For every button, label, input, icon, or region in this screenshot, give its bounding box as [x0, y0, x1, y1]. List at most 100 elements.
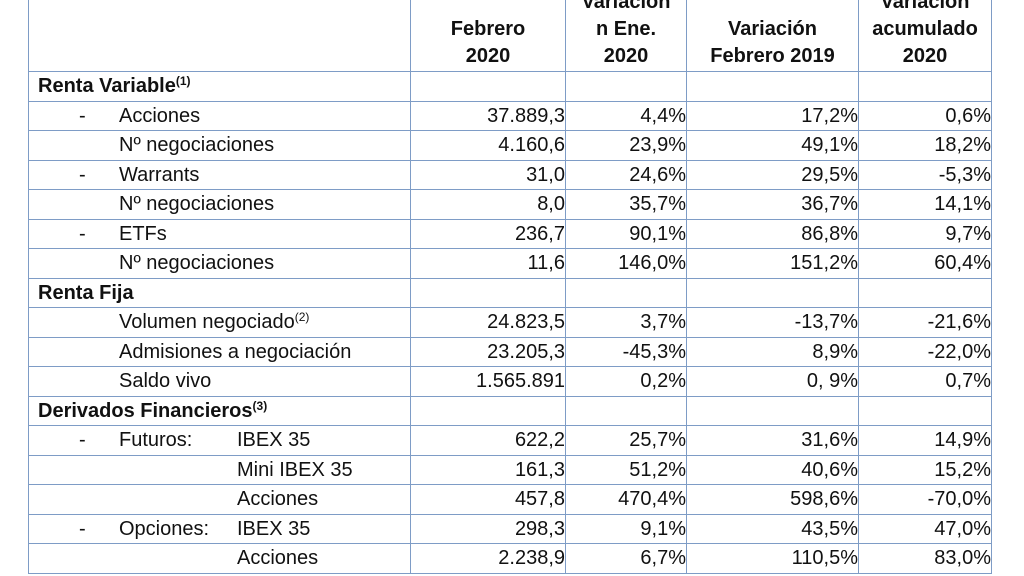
header-variacion-enero: Variación n Ene. 2020 — [565, 0, 687, 72]
header-line: Variación — [581, 0, 671, 13]
footnote-marker: (1) — [175, 74, 191, 88]
value-variacion-enero: 51,2% — [565, 454, 687, 485]
empty-cell — [410, 277, 566, 308]
table-row-opciones-ibex: - Opciones: IBEX 35 298,3 9,1% 43,5% 47,… — [28, 513, 992, 544]
table-row-warrants: - Warrants 31,0 24,6% 29,5% -5,3% — [28, 159, 992, 190]
row-label: Warrants — [119, 163, 200, 186]
header-line: Febrero — [450, 18, 526, 40]
header-variacion-febrero-2019: Variación Febrero 2019 — [686, 0, 859, 72]
table-row-futuros-ibex: - Futuros: IBEX 35 622,2 25,7% 31,6% 14,… — [28, 425, 992, 456]
value-variacion-acumulado: 60,4% — [858, 248, 992, 279]
row-label-cell: Mini IBEX 35 — [28, 454, 411, 485]
section-label-cell: Renta Variable(1) — [28, 71, 411, 102]
value-variacion-febrero-2019: 0, 9% — [686, 366, 859, 397]
table-row-futuros-acciones: Acciones 457,8 470,4% 598,6% -70,0% — [28, 484, 992, 515]
value-variacion-febrero-2019: 49,1% — [686, 130, 859, 161]
row-label: Acciones — [237, 488, 319, 510]
value-febrero-2020: 236,7 — [410, 218, 566, 249]
section-label-cell: Renta Fija — [28, 277, 411, 308]
value-febrero-2020: 23.205,3 — [410, 336, 566, 367]
value-variacion-acumulado: 15,2% — [858, 454, 992, 485]
value-febrero-2020: 161,3 — [410, 454, 566, 485]
value-variacion-febrero-2019: 43,5% — [686, 513, 859, 544]
group-label: Futuros: — [119, 429, 193, 451]
header-variacion-acumulado: Variación acumulado 2020 — [858, 0, 992, 72]
row-label: Nº negociaciones — [119, 193, 275, 215]
section-label-cell: Derivados Financieros(3) — [28, 395, 411, 426]
empty-cell — [565, 71, 687, 102]
value-variacion-acumulado: 18,2% — [858, 130, 992, 161]
row-label: Nº negociaciones — [119, 252, 275, 274]
empty-cell — [858, 395, 992, 426]
value-febrero-2020: 8,0 — [410, 189, 566, 220]
value-variacion-acumulado: 0,6% — [858, 100, 992, 131]
section-row-renta-fija: Renta Fija — [28, 277, 992, 308]
header-line: Variación — [880, 0, 970, 13]
empty-cell — [565, 395, 687, 426]
bullet-dash: - — [79, 104, 86, 127]
row-label: IBEX 35 — [237, 429, 311, 451]
value-febrero-2020: 622,2 — [410, 425, 566, 456]
section-title-text: Renta Variable — [38, 75, 176, 97]
value-variacion-febrero-2019: 36,7% — [686, 189, 859, 220]
row-label-cell: Acciones — [28, 543, 411, 574]
table-row-acciones-negociaciones: Nº negociaciones 4.160,6 23,9% 49,1% 18,… — [28, 130, 992, 161]
value-variacion-febrero-2019: 29,5% — [686, 159, 859, 190]
row-label: Acciones — [119, 104, 201, 127]
value-febrero-2020: 457,8 — [410, 484, 566, 515]
table-row-etfs: - ETFs 236,7 90,1% 86,8% 9,7% — [28, 218, 992, 249]
section-title: Renta Variable(1) — [30, 74, 191, 97]
value-febrero-2020: 4.160,6 — [410, 130, 566, 161]
bullet-dash: - — [79, 222, 86, 245]
row-label-cell: Admisiones a negociación — [28, 336, 411, 367]
value-variacion-enero: 35,7% — [565, 189, 687, 220]
section-title: Derivados Financieros(3) — [30, 399, 267, 422]
row-label-cell: - Warrants — [28, 159, 411, 190]
value-variacion-acumulado: 47,0% — [858, 513, 992, 544]
row-label: Saldo vivo — [119, 370, 212, 392]
header-line: n Ene. — [595, 18, 656, 40]
value-variacion-acumulado: 9,7% — [858, 218, 992, 249]
bullet-dash: - — [79, 429, 86, 451]
value-variacion-enero: 90,1% — [565, 218, 687, 249]
value-variacion-acumulado: -5,3% — [858, 159, 992, 190]
value-variacion-enero: 6,7% — [565, 543, 687, 574]
value-variacion-enero: 146,0% — [565, 248, 687, 279]
header-blank — [28, 0, 411, 72]
row-label-cell: - Futuros: IBEX 35 — [28, 425, 411, 456]
section-title: Renta Fija — [38, 281, 134, 304]
empty-cell — [410, 395, 566, 426]
value-febrero-2020: 37.889,3 — [410, 100, 566, 131]
value-variacion-acumulado: 83,0% — [858, 543, 992, 574]
value-variacion-enero: 24,6% — [565, 159, 687, 190]
header-line: 2020 — [465, 45, 511, 67]
value-variacion-febrero-2019: -13,7% — [686, 307, 859, 338]
row-label-cell: Nº negociaciones — [28, 130, 411, 161]
value-variacion-acumulado: 14,9% — [858, 425, 992, 456]
value-variacion-acumulado: -21,6% — [858, 307, 992, 338]
value-variacion-enero: 3,7% — [565, 307, 687, 338]
row-label: Nº negociaciones — [119, 134, 275, 156]
header-line: Variación — [728, 18, 817, 40]
value-variacion-enero: 23,9% — [565, 130, 687, 161]
row-label-cell: Nº negociaciones — [28, 189, 411, 220]
row-label: Volumen negociado(2) — [119, 308, 309, 336]
row-label: Acciones — [237, 547, 319, 569]
header-line: Febrero 2019 — [710, 45, 835, 67]
empty-cell — [410, 71, 566, 102]
empty-cell — [686, 71, 859, 102]
row-label: IBEX 35 — [237, 517, 311, 540]
empty-cell — [858, 277, 992, 308]
value-variacion-enero: 0,2% — [565, 366, 687, 397]
row-label-cell: - Acciones — [28, 100, 411, 131]
value-variacion-febrero-2019: 110,5% — [686, 543, 859, 574]
row-label-cell: - Opciones: IBEX 35 — [28, 513, 411, 544]
section-title-text: Derivados Financieros — [38, 399, 253, 422]
table-row-volumen-negociado: Volumen negociado(2) 24.823,5 3,7% -13,7… — [28, 307, 992, 338]
value-variacion-febrero-2019: 31,6% — [686, 425, 859, 456]
header-febrero-2020: Febrero 2020 — [410, 0, 566, 72]
value-variacion-febrero-2019: 17,2% — [686, 100, 859, 131]
bullet-dash: - — [79, 517, 86, 540]
section-row-derivados: Derivados Financieros(3) — [28, 395, 992, 426]
value-febrero-2020: 298,3 — [410, 513, 566, 544]
